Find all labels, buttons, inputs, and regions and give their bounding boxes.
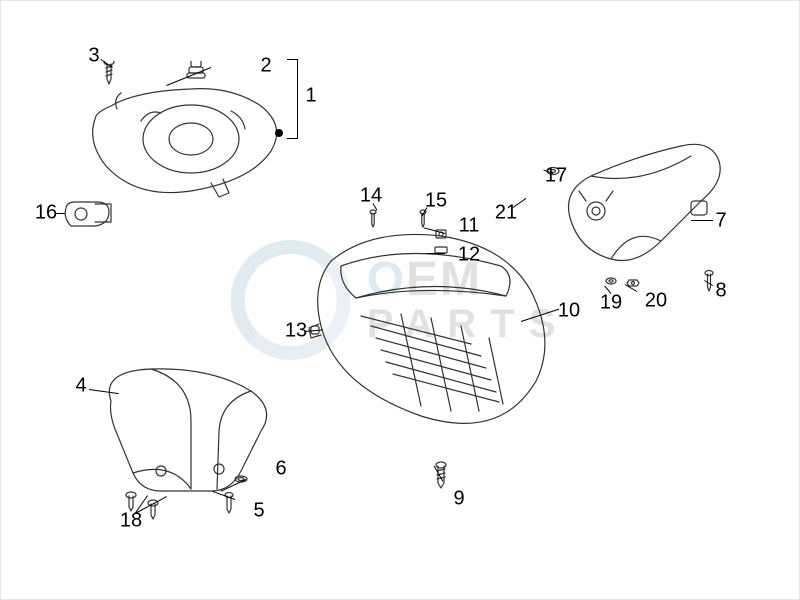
callout-2: 2 <box>260 55 271 78</box>
group-bracket-1 <box>287 59 298 139</box>
callout-1: 1 <box>305 85 316 108</box>
part-center-grille <box>301 206 561 441</box>
callout-12: 12 <box>458 244 480 267</box>
callout-13: 13 <box>285 320 307 343</box>
callout-6: 6 <box>275 458 286 481</box>
callout-10: 10 <box>558 300 580 323</box>
callout-15: 15 <box>425 190 447 213</box>
callout-20: 20 <box>645 290 667 313</box>
callout-17: 17 <box>545 165 567 188</box>
leader-7 <box>691 220 713 221</box>
part-clamp <box>61 196 116 234</box>
callout-19: 19 <box>600 292 622 315</box>
callout-21: 21 <box>495 202 517 225</box>
callout-9: 9 <box>453 488 464 511</box>
leader-12 <box>427 253 445 254</box>
callout-16: 16 <box>35 202 57 225</box>
callout-5: 5 <box>253 500 264 523</box>
callout-18: 18 <box>120 510 142 533</box>
part-upper-cover <box>81 61 291 201</box>
callout-7: 7 <box>715 210 726 233</box>
bracket-dot <box>275 129 283 137</box>
callout-8: 8 <box>715 280 726 303</box>
part-rear-hugger <box>541 131 731 311</box>
callout-4: 4 <box>75 375 86 398</box>
callout-14: 14 <box>360 185 382 208</box>
callout-3: 3 <box>88 45 99 68</box>
parts-diagram-stage: OEM PARTS <box>0 0 800 600</box>
callout-11: 11 <box>459 215 480 238</box>
